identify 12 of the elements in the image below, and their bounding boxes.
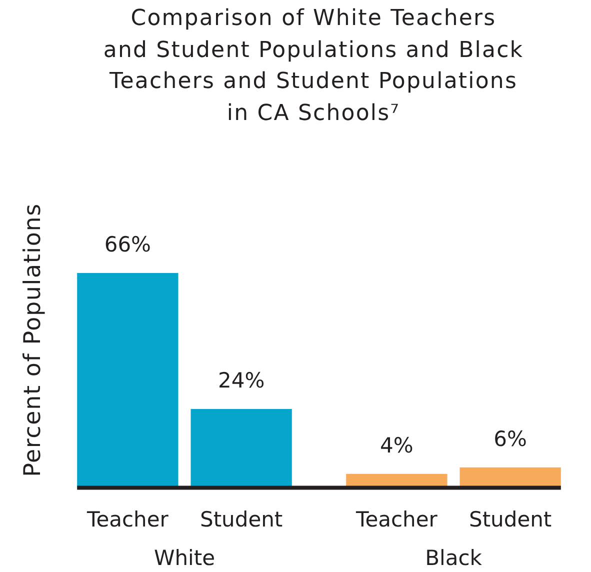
data-label: 4% <box>380 433 414 458</box>
data-label: 24% <box>218 368 265 392</box>
x-tick-label: White <box>154 546 216 570</box>
data-label: 66% <box>104 232 152 256</box>
text: Student <box>468 507 552 532</box>
series-label: Teacher <box>86 507 169 532</box>
x-tick-label: Black <box>425 546 483 570</box>
data-label: 6% <box>494 426 527 451</box>
chart-title: Comparison of White Teachers and Student Populations and Black Teachers and Student Populations in CA Schools⁷ <box>102 5 525 128</box>
text: Teacher <box>356 507 438 532</box>
y-axis-title: Percent of Populations <box>20 203 46 477</box>
series-label: Student <box>200 507 283 532</box>
